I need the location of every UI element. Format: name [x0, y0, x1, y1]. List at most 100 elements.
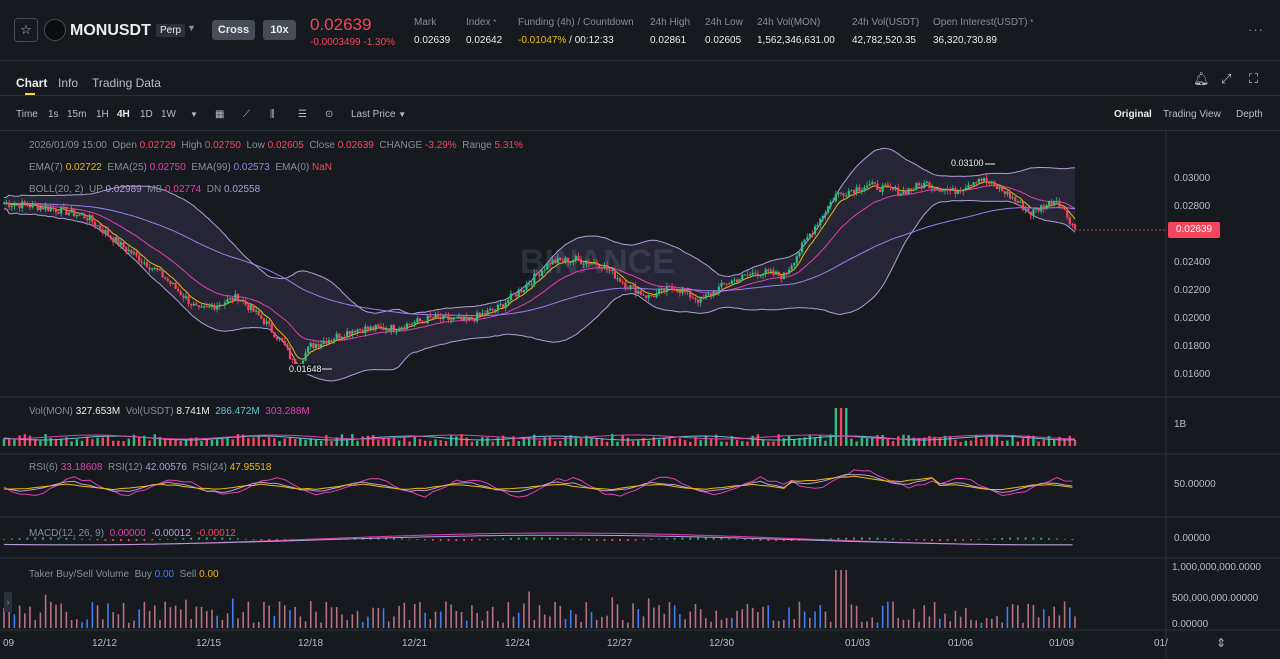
taker-volume-bar: [252, 622, 255, 628]
price-type-select[interactable]: Last Price ▼: [351, 109, 407, 120]
macd-histogram-bar: [642, 539, 645, 541]
interval-dropdown-chevron-icon[interactable]: ▼: [190, 110, 198, 119]
taker-volume-bar: [736, 610, 738, 628]
candlestick-chart[interactable]: BINANCE: [0, 131, 1280, 659]
candle-body: [876, 183, 879, 190]
settings-icon[interactable]: ☰: [298, 109, 307, 120]
candle-body: [255, 310, 258, 312]
taker-volume-bar: [595, 619, 598, 628]
volume-bar: [1068, 435, 1072, 446]
interval-1d[interactable]: 1D: [140, 109, 153, 120]
margin-mode-button[interactable]: Cross: [212, 20, 255, 40]
macd-histogram-bar: [205, 537, 208, 540]
tab-trading-data[interactable]: Trading Data: [92, 76, 161, 90]
favorite-star-icon[interactable]: ☆: [14, 18, 38, 42]
taker-volume-bar: [148, 610, 151, 628]
tab-chart[interactable]: Chart: [16, 76, 48, 90]
taker-volume-bar: [491, 606, 494, 628]
candle-body: [720, 282, 723, 287]
fullscreen-icon[interactable]: ⛶: [1249, 71, 1259, 86]
taker-volume-bar: [117, 614, 120, 628]
active-tab-indicator: [25, 93, 35, 95]
taker-volume-bar: [533, 619, 536, 628]
interval-1h[interactable]: 1H: [96, 109, 109, 120]
macd-histogram-bar: [34, 537, 37, 540]
volume-bar: [158, 436, 162, 446]
candle-body: [845, 195, 848, 197]
taker-volume-bar: [497, 621, 499, 628]
taker-volume-bar: [341, 614, 343, 628]
candle-body: [774, 271, 778, 275]
taker-volume-bar: [731, 618, 733, 628]
taker-volume-bar: [75, 619, 78, 628]
macd-histogram-bar: [1048, 538, 1050, 540]
macd-histogram-bar: [213, 537, 216, 540]
tab-info[interactable]: Info: [58, 76, 79, 90]
volume-bar: [590, 438, 593, 446]
taker-volume-bar: [575, 614, 577, 628]
view-original[interactable]: Original: [1114, 109, 1152, 120]
candle-body: [863, 187, 866, 191]
candle-body: [826, 206, 830, 213]
time-range-icon[interactable]: ⇕: [1216, 636, 1227, 650]
interval-15m[interactable]: 15m: [67, 109, 87, 120]
view-trading-view[interactable]: Trading View: [1163, 109, 1221, 120]
volume-bar: [1016, 441, 1020, 446]
macd-histogram-bar: [977, 539, 980, 540]
macd-histogram-bar: [81, 538, 83, 540]
taker-volume-bar: [133, 620, 135, 628]
taker-volume-bar: [49, 601, 52, 628]
candle-body: [70, 209, 73, 213]
macd-histogram-bar: [73, 538, 76, 540]
taker-volume-bar: [450, 604, 452, 628]
indicators-icon[interactable]: ⟋: [243, 109, 250, 120]
volume-bar: [49, 438, 52, 446]
layout-icon[interactable]: ⤢: [1221, 71, 1232, 86]
macd-histogram-bar: [704, 537, 707, 540]
taker-volume-bar: [517, 612, 520, 628]
taker-volume-bar: [273, 615, 276, 628]
symbol-dropdown-chevron-icon[interactable]: ▼: [187, 23, 196, 33]
macd-histogram-bar: [393, 538, 395, 540]
interval-1w[interactable]: 1W: [161, 109, 176, 120]
macd-histogram-bar: [510, 538, 512, 540]
drawing-tool-icon[interactable]: ⊙: [325, 109, 334, 120]
taker-volume-bar: [564, 618, 567, 628]
view-depth[interactable]: Depth: [1236, 109, 1263, 120]
symbol-name[interactable]: MONUSDT: [70, 22, 151, 39]
candle-body: [494, 309, 497, 311]
taker-volume-bar: [705, 618, 707, 628]
candle-body: [91, 215, 94, 222]
alert-bell-icon[interactable]: 🔔︎: [1193, 71, 1210, 86]
leverage-button[interactable]: 10x: [263, 20, 296, 40]
candle-body: [629, 285, 632, 289]
taker-volume-bar: [34, 620, 36, 628]
collapse-panel-chevron-icon[interactable]: ›: [4, 592, 12, 612]
candle-body: [5, 202, 8, 204]
taker-volume-bar: [840, 570, 842, 628]
interval-time[interactable]: Time: [16, 109, 38, 120]
volume-bar: [891, 441, 895, 446]
taker-volume-bar: [44, 594, 47, 628]
volume-bar: [309, 438, 312, 446]
calendar-icon[interactable]: ▦: [215, 109, 225, 120]
volume-bar: [803, 437, 806, 446]
taker-volume-bar: [663, 613, 666, 628]
interval-4h[interactable]: 4H: [117, 109, 130, 120]
macd-histogram-bar: [665, 538, 668, 540]
volume-bar: [533, 434, 536, 446]
volume-bar: [283, 438, 286, 446]
taker-volume-bar: [356, 610, 359, 628]
candle-body: [858, 187, 861, 191]
candle-body: [75, 215, 78, 217]
candle-body: [847, 190, 850, 196]
volume-bar: [767, 441, 770, 446]
candle-body: [686, 290, 689, 293]
interval-1s[interactable]: 1s: [48, 109, 59, 120]
candle-body: [122, 241, 125, 248]
more-options-icon[interactable]: ···: [1248, 22, 1264, 37]
candle-body: [158, 269, 162, 271]
chart-type-icon[interactable]: ⫼: [270, 109, 275, 120]
contract-type-badge: Perp: [156, 24, 186, 37]
taker-volume-bar: [424, 612, 426, 628]
